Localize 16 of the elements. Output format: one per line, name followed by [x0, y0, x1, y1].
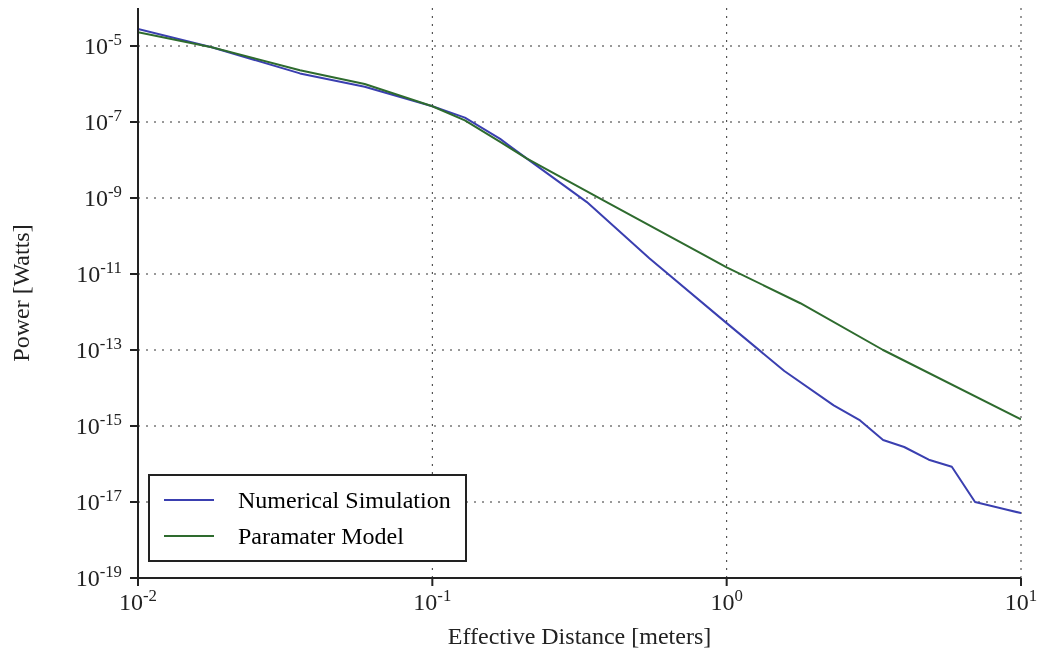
- y-tick-label: 10$^{-9}$: [84, 181, 122, 211]
- x-tick-label: 10$^{-1}$: [413, 585, 452, 615]
- x-axis-title: Effective Distance [meters]: [447, 623, 712, 649]
- y-tick-label: 10$^{-11}$: [76, 257, 122, 287]
- y-tick-label: 10$^{-17}$: [75, 485, 122, 515]
- y-tick-label: 10$^{-7}$: [84, 105, 122, 135]
- legend-label: Paramater Model: [238, 522, 404, 551]
- x-tick-label: 10$^{0}$: [710, 585, 743, 615]
- x-tick-label: 10$^{-2}$: [119, 585, 157, 615]
- y-tick-label: 10$^{-15}$: [75, 409, 122, 439]
- y-tick-label: 10$^{-19}$: [75, 561, 122, 591]
- y-tick-label: 10$^{-13}$: [75, 333, 122, 363]
- legend-label: Numerical Simulation: [238, 486, 451, 515]
- y-axis-title: Power [Watts]: [7, 224, 34, 362]
- y-tick-label: 10$^{-5}$: [84, 29, 122, 59]
- x-tick-label: 10$^{1}$: [1004, 585, 1038, 615]
